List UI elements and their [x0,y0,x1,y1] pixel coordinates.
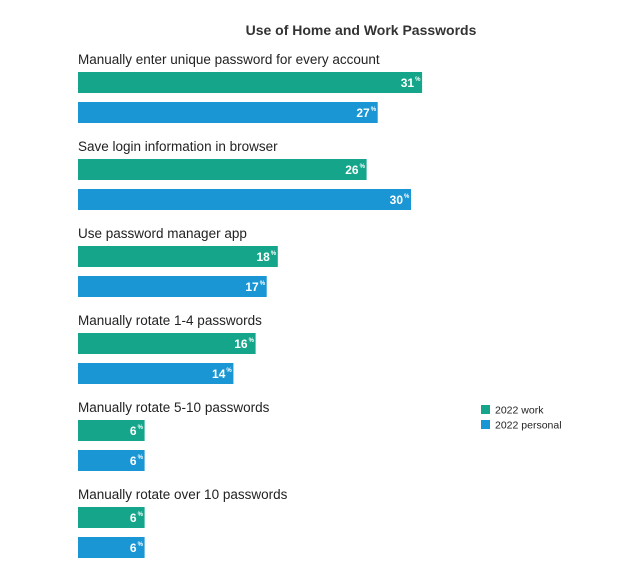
bar-2022-work [78,333,256,354]
bars-group: Manually enter unique password for every… [78,52,423,558]
category-label: Save login information in browser [78,139,278,154]
chart-title: Use of Home and Work Passwords [246,22,477,38]
data-label: 31 [401,76,415,90]
bar-2022-work [78,159,367,180]
data-label: 6 [130,541,137,555]
category-label: Manually enter unique password for every… [78,52,380,67]
data-label-unit: % [226,368,232,374]
category-label: Use password manager app [78,226,247,241]
data-label: 30 [390,193,404,207]
data-label-unit: % [404,194,410,200]
data-label-unit: % [138,512,144,518]
category-label: Manually rotate 5-10 passwords [78,400,270,415]
legend-label: 2022 work [495,405,544,417]
data-label: 17 [245,280,259,294]
category-label: Manually rotate over 10 passwords [78,487,288,502]
bar-2022-work [78,507,145,528]
data-label: 14 [212,367,226,381]
bar-2022-work [78,420,145,441]
data-label-unit: % [138,455,144,461]
chart-legend: 2022 work 2022 personal [481,405,562,432]
data-label: 6 [130,454,137,468]
data-label: 18 [256,250,270,264]
legend-swatch [481,405,490,414]
data-label-unit: % [138,425,144,431]
data-label: 6 [130,424,137,438]
data-label-unit: % [249,338,255,344]
data-label-unit: % [371,107,377,113]
data-label: 27 [356,106,370,120]
data-label: 6 [130,511,137,525]
legend-label: 2022 personal [495,420,562,432]
bar-2022-personal [78,537,145,558]
legend-swatch [481,420,490,429]
bar-2022-personal [78,450,145,471]
data-label-unit: % [360,164,366,170]
bar-2022-work [78,72,423,93]
data-label-unit: % [260,281,266,287]
data-label-unit: % [271,251,277,257]
data-label: 26 [345,163,359,177]
data-label: 16 [234,337,248,351]
data-label-unit: % [415,77,421,83]
bar-2022-work [78,246,278,267]
category-label: Manually rotate 1-4 passwords [78,313,262,328]
bar-2022-personal [78,189,411,210]
bar-2022-personal [78,363,234,384]
bar-2022-personal [78,102,378,123]
bar-2022-personal [78,276,267,297]
data-label-unit: % [138,542,144,548]
